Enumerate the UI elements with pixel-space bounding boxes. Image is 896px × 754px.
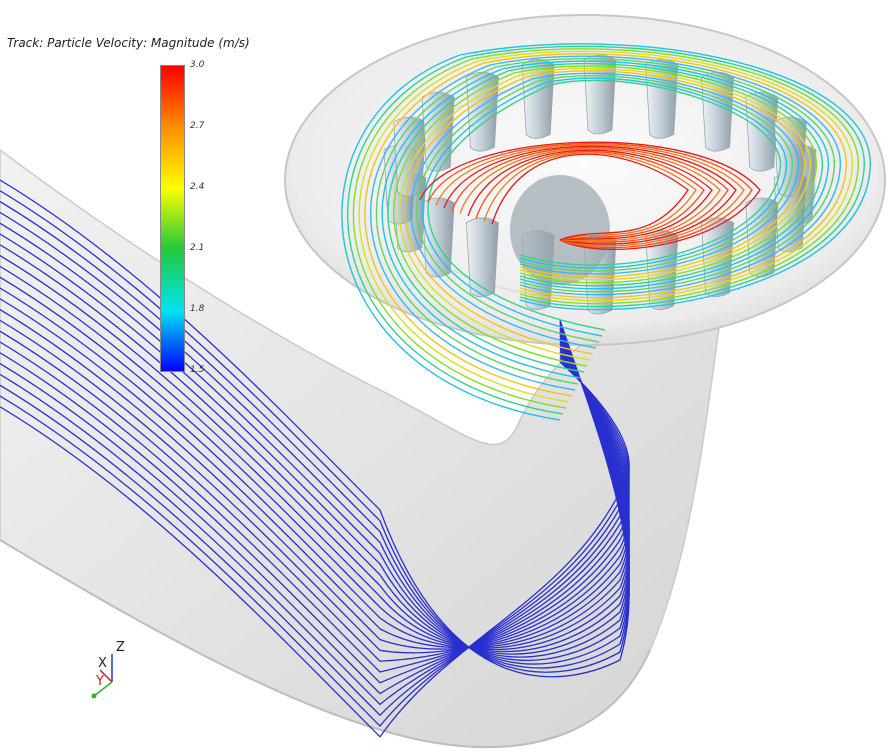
streamline [483, 152, 697, 241]
streamline [0, 359, 630, 727]
streamline [358, 50, 853, 403]
tick-label: 2.7 [190, 121, 205, 131]
streamline [352, 48, 859, 409]
tick-label: 1.5 [190, 365, 205, 375]
streamline [410, 72, 799, 349]
streamline [0, 287, 630, 648]
tick-label: 1.8 [190, 304, 205, 314]
runner-blade [583, 54, 617, 135]
runner-hub [510, 175, 610, 285]
streamline [435, 144, 745, 247]
axis-triad[interactable]: X Z Y [86, 640, 136, 700]
streamline [427, 79, 781, 331]
axis-triad-icon [91, 654, 113, 699]
streamline [427, 142, 753, 249]
velocity-colorbar [160, 65, 185, 372]
streamline [0, 309, 630, 650]
streamline [491, 153, 689, 241]
streamline [451, 146, 729, 243]
particle-streamlines [0, 43, 871, 738]
streamline [347, 45, 865, 415]
streamline [0, 298, 630, 649]
streamline [421, 77, 787, 337]
axis-label-z: Z [116, 640, 125, 655]
streamline [0, 361, 630, 738]
streamline [415, 75, 793, 343]
tick-label: 2.1 [190, 243, 205, 253]
streamline [467, 149, 713, 241]
axis-label-y: Y [96, 674, 104, 689]
streamline [0, 357, 630, 717]
streamline [0, 351, 630, 684]
streamline [341, 43, 871, 421]
runner-blade [773, 116, 807, 197]
runner-blade [701, 217, 734, 298]
streamline [0, 330, 630, 662]
runner-blade [466, 217, 499, 298]
streamline [364, 53, 847, 397]
streamline [375, 58, 835, 385]
streamline [392, 65, 817, 367]
streamline [0, 319, 630, 654]
legend-title: Track: Particle Velocity: Magnitude (m/s… [7, 36, 250, 50]
streamline [419, 141, 761, 251]
tick-label: 3.0 [190, 60, 205, 70]
streamline [0, 265, 630, 651]
streamline [381, 60, 829, 379]
streamline [0, 355, 630, 706]
streamline [387, 62, 823, 373]
axis-label-x: X [98, 656, 107, 671]
streamline [404, 70, 805, 355]
streamline [459, 148, 721, 242]
streamline [370, 55, 841, 391]
streamline [398, 67, 811, 361]
streamline [443, 145, 737, 245]
streamline [0, 276, 630, 649]
tick-label: 2.4 [190, 182, 205, 192]
streamline [0, 341, 630, 673]
streamline [475, 150, 705, 241]
streamline [0, 353, 630, 695]
